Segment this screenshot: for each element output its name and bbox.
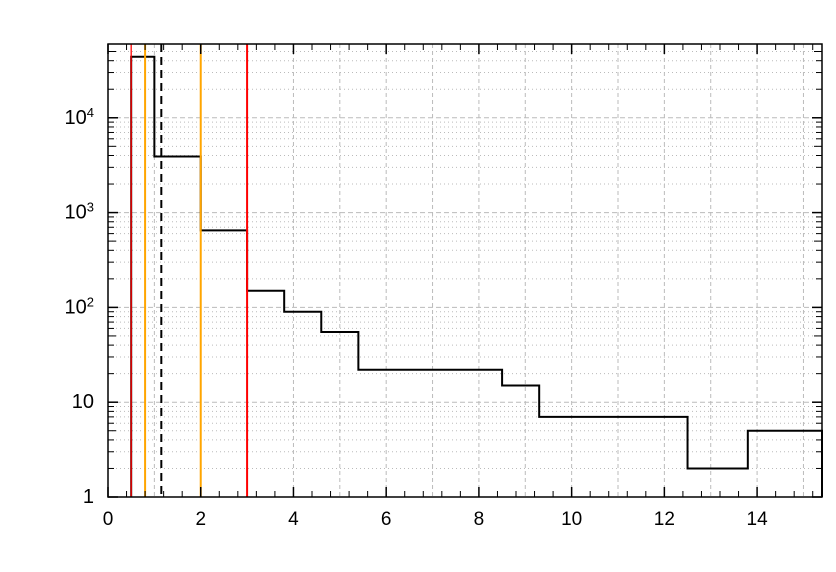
svg-text:12: 12 [654,509,675,530]
svg-text:6: 6 [381,509,392,530]
svg-text:4: 4 [288,509,299,530]
svg-text:8: 8 [474,509,485,530]
svg-text:10: 10 [72,391,94,413]
root-window: SAVO-02-2016-05-23-00054 EEE Extreme Ene… [0,0,836,572]
svg-text:10: 10 [561,509,582,530]
svg-text:1: 1 [83,486,94,508]
svg-text:0: 0 [103,509,114,530]
svg-text:14: 14 [747,509,769,530]
svg-text:2: 2 [195,509,206,530]
histogram-chart[interactable]: 0 2 4 6 8 10 12 14110102103104 [0,0,836,572]
